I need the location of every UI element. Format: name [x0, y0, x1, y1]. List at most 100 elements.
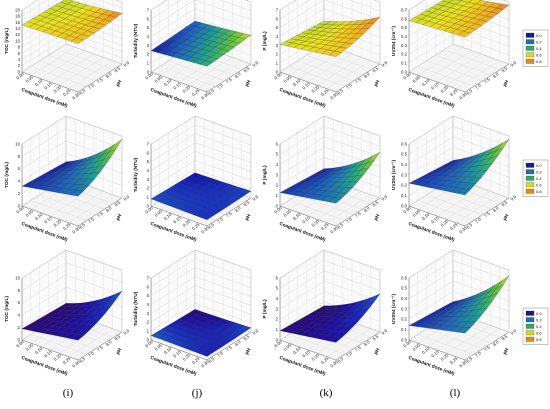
- y-tick-label: 2: [18, 325, 21, 330]
- response-surface: [279, 16, 381, 57]
- y-tick-label: 7: [276, 7, 279, 12]
- z-tick-label: 6.5: [207, 88, 215, 96]
- z-tick-label: 9.0: [251, 194, 259, 202]
- y-tick-label: 4: [276, 296, 279, 301]
- surface-patch: [70, 37, 84, 44]
- x-tick-label: 0.15: [172, 215, 182, 225]
- x-tick-label: 0.00: [144, 205, 154, 215]
- z-tick-label: 6.5: [336, 222, 344, 230]
- y-tick-label: 6: [276, 141, 279, 146]
- x-tick-label: 0.25: [62, 222, 72, 232]
- z-tick-label: 9.0: [251, 328, 259, 336]
- y-axis-title: UV254 (cm⁻¹): [391, 159, 397, 190]
- grid-line: [417, 4, 474, 87]
- x-tick-label: 0.15: [301, 349, 311, 359]
- x-tick-label: 0.15: [43, 215, 53, 225]
- surface-patch: [70, 189, 84, 197]
- z-tick-label: 9.0: [122, 194, 130, 202]
- x-tick-label: 0.00: [402, 339, 412, 349]
- grid-line: [159, 4, 216, 87]
- x-axis-title: Coagulant dose (mM): [278, 87, 326, 109]
- legend-swatch: [525, 162, 535, 168]
- x-axis-title: Coagulant dose (mM): [20, 355, 68, 377]
- y-tick-label: 1: [276, 193, 279, 198]
- z-tick-label: 8.0: [492, 339, 500, 347]
- legend-label: 0.0: [536, 163, 542, 168]
- x-tick-label: 0.15: [301, 215, 311, 225]
- x-axis-title: Coagulant dose (mM): [149, 221, 197, 243]
- x-tick-label: 0.20: [53, 218, 63, 228]
- legend-label: 0.4: [536, 176, 542, 181]
- y-tick-label: 6: [147, 284, 150, 289]
- x-tick-label: 0.25: [449, 222, 459, 232]
- x-tick-label: 0.10: [163, 212, 173, 222]
- y-tick-label: 4: [147, 302, 150, 307]
- x-tick-label: 0.10: [421, 212, 431, 222]
- z-tick-label: 7.5: [225, 211, 233, 219]
- y-axis-title: UV254 (cm⁻¹): [391, 25, 397, 56]
- z-axis-title: pH: [502, 347, 511, 356]
- y-tick-label: 4: [18, 313, 21, 318]
- legend-swatch: [525, 336, 535, 342]
- y-tick-label: 6: [18, 166, 21, 171]
- y-tick-label: 1: [147, 329, 150, 334]
- z-tick-label: 7.5: [225, 77, 233, 85]
- box-edge: [408, 144, 510, 227]
- response-surface: [408, 138, 510, 196]
- grid-line: [417, 272, 474, 355]
- x-tick-label: 0.30: [458, 225, 468, 235]
- z-tick-label: 9.0: [509, 328, 517, 336]
- z-tick-label: 8.5: [501, 65, 509, 73]
- panel-caption: (j): [192, 387, 203, 399]
- x-tick-label: 0.05: [283, 342, 293, 352]
- z-tick-label: 8.5: [243, 199, 251, 207]
- z-tick-label: 9.0: [509, 60, 517, 68]
- y-axis-title: Turbidity (NTU): [133, 291, 139, 326]
- x-tick-label: 0.20: [440, 84, 450, 94]
- z-tick-label: 9.0: [380, 194, 388, 202]
- x-tick-label: 0.25: [62, 356, 72, 366]
- x-tick-label: 0.20: [440, 352, 450, 362]
- y-tick-label: 5: [147, 159, 150, 164]
- legend-label: 0.6: [536, 53, 542, 58]
- y-tick-label: 1: [276, 327, 279, 332]
- y-tick-label: 0.4: [401, 162, 408, 167]
- legend-swatch: [525, 182, 535, 188]
- y-tick-label: 10: [15, 38, 20, 43]
- y-tick-label: 4: [147, 34, 150, 39]
- grid-line: [279, 0, 381, 11]
- z-tick-label: 7.0: [474, 350, 482, 358]
- z-axis-title: pH: [502, 79, 511, 88]
- legend-row-1: 0.0 0.20.4 0.60.8: [522, 29, 549, 67]
- x-tick-label: 0.15: [172, 81, 182, 91]
- y-tick-label: 0: [276, 203, 279, 208]
- y-axis-title: TOC (mg/L): [4, 28, 10, 54]
- z-axis-title: pH: [115, 213, 124, 222]
- legend-swatch: [525, 323, 535, 329]
- z-axis-title: pH: [115, 79, 124, 88]
- x-tick-label: 0.20: [53, 84, 63, 94]
- grid-line: [39, 132, 96, 215]
- y-tick-label: 0.3: [401, 172, 408, 177]
- x-tick-label: 0.30: [458, 359, 468, 369]
- z-tick-label: 7.5: [483, 211, 491, 219]
- y-tick-label: 4: [147, 168, 150, 173]
- response-surface: [21, 290, 123, 341]
- y-tick-label: 0.1: [401, 193, 408, 198]
- legend-swatch: [525, 175, 535, 181]
- x-tick-label: 0.20: [311, 84, 321, 94]
- y-axis-title: P (mg/L): [262, 31, 268, 51]
- x-tick-label: 0.00: [15, 205, 25, 215]
- legend-swatch: [525, 169, 535, 175]
- legend-row-2: 0.0 0.20.4 0.60.8: [522, 159, 549, 197]
- grid-line: [168, 0, 225, 81]
- z-tick-label: 8.0: [363, 205, 371, 213]
- x-tick-label: 0.30: [71, 225, 81, 235]
- subplot-l: 0.00.10.20.30.40.50.60.00 0.05 0.10 0.15 0.2…: [391, 249, 518, 399]
- x-tick-label: 0.30: [200, 359, 210, 369]
- z-tick-label: 8.0: [363, 339, 371, 347]
- y-tick-label: 0: [18, 337, 21, 342]
- y-tick-label: 1: [276, 61, 279, 66]
